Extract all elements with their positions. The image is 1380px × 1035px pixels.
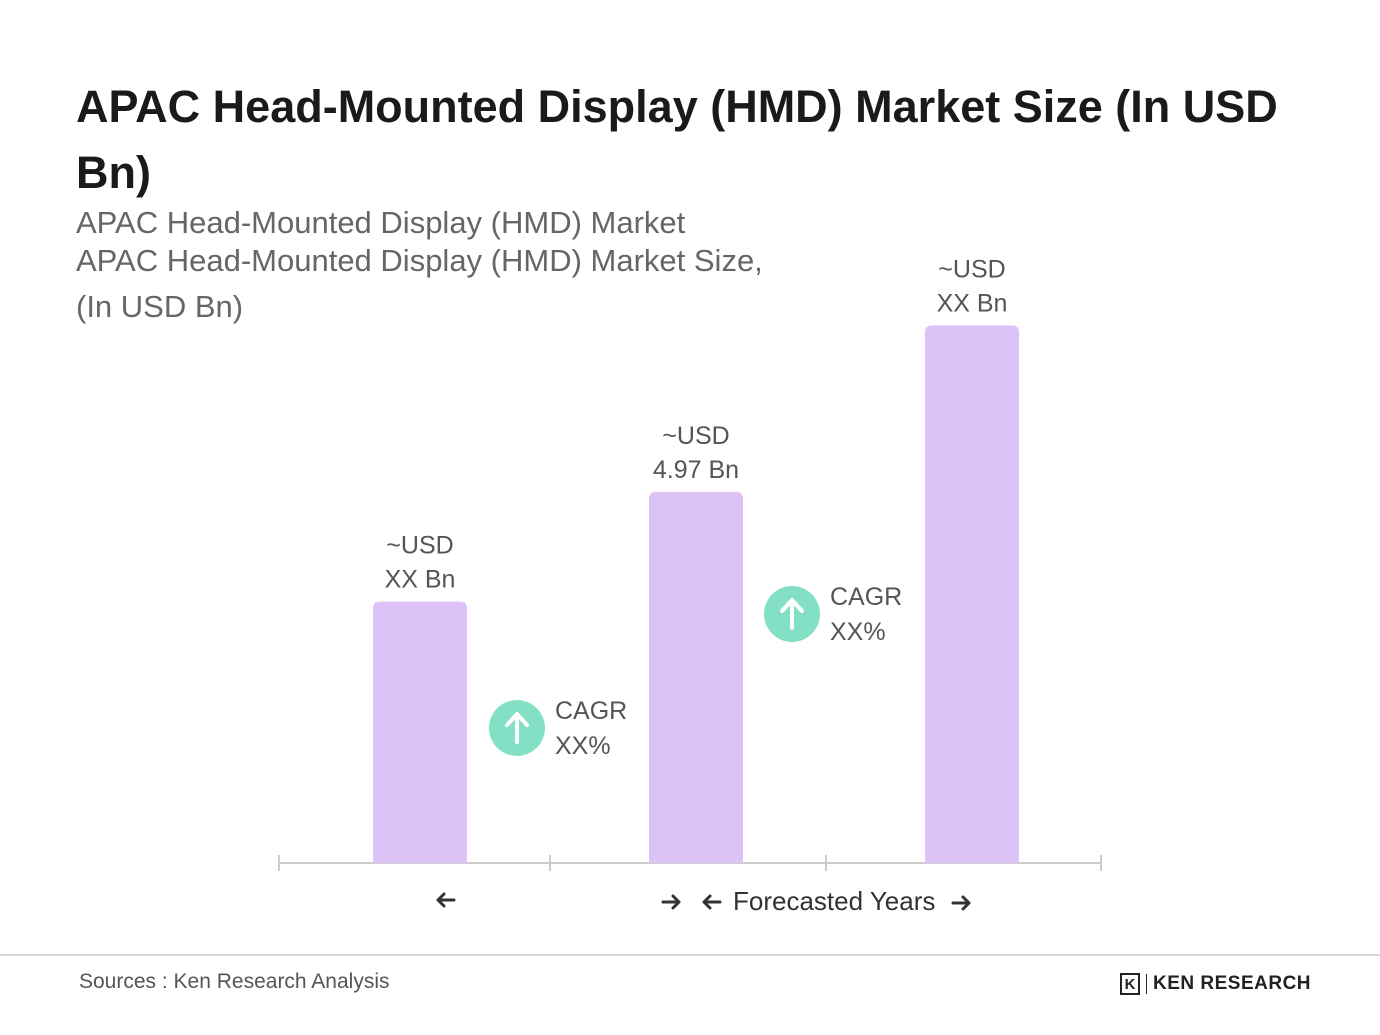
subtitle-line-2: APAC Head-Mounted Display (HMD) Market S… [76, 243, 763, 278]
historical-arrow-right-icon [661, 894, 681, 910]
cagr-label-2: CAGR [830, 583, 902, 611]
chart-subtitle: APAC Head-Mounted Display (HMD) Market A… [76, 204, 876, 326]
brand-separator [1146, 974, 1147, 994]
brand-logo: K KEN RESEARCH [1120, 972, 1311, 996]
cagr-value-2: XX% [830, 618, 886, 646]
bar-value-label-2-line-2: 4.97 Bn [653, 456, 739, 484]
historical-arrow-left-icon [436, 892, 456, 908]
bar-3 [925, 325, 1019, 863]
bar-2 [649, 491, 743, 863]
bar-value-label-3-line-1: ~USD [938, 255, 1005, 283]
arrow-up-icon [505, 712, 529, 744]
forecast-arrow-left-icon [702, 894, 722, 910]
subtitle-line-3: (In USD Bn) [76, 289, 244, 324]
bar-value-label-2-line-1: ~USD [662, 422, 729, 450]
forecast-period-label: Forecasted Years [733, 886, 935, 916]
cagr-label-1: CAGR [555, 697, 627, 725]
brand-name: KEN RESEARCH [1153, 973, 1312, 994]
bar-chart: ~USD XX Bn ~USD 4.97 Bn ~USD XX Bn CAGR XX% CAGR… [278, 255, 1102, 916]
chart-title: APAC Head-Mounted Display (HMD) Market S… [76, 81, 1278, 198]
footer-divider [0, 954, 1380, 956]
bar-1 [373, 601, 467, 863]
subtitle-line-1: APAC Head-Mounted Display (HMD) Market [76, 205, 686, 240]
forecast-arrow-right-icon [951, 895, 971, 911]
bar-value-label-3-line-2: XX Bn [937, 289, 1008, 317]
bar-value-label-1-line-2: XX Bn [385, 566, 456, 594]
brand-mark-icon: K [1120, 973, 1140, 995]
cagr-value-1: XX% [555, 732, 611, 760]
arrow-up-icon [780, 598, 804, 630]
bar-value-label-1-line-1: ~USD [386, 532, 453, 560]
source-note: Sources : Ken Research Analysis [79, 970, 390, 993]
